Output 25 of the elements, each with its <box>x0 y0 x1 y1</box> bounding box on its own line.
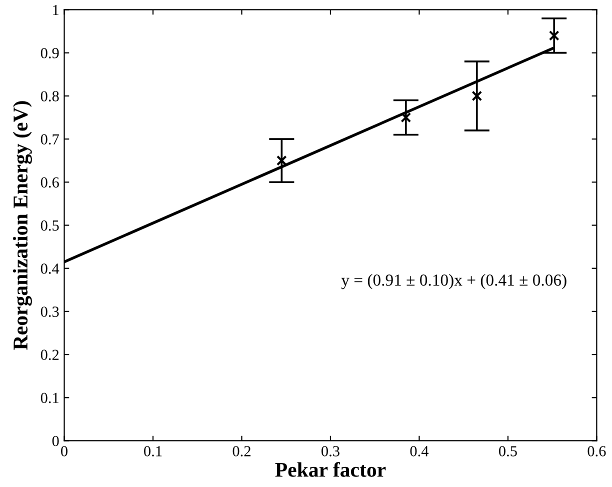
x-axis-title: Pekar factor <box>275 462 386 477</box>
point <box>472 90 482 102</box>
y-tick-label: 0.7 <box>40 134 59 145</box>
y-tick-label: 0.2 <box>40 350 59 360</box>
x-tick-label: 0.4 <box>410 446 429 456</box>
point <box>276 155 287 166</box>
x-tick-label: 0.2 <box>232 446 250 456</box>
y-axis-title: Reorganization Energy (eV) <box>12 101 32 350</box>
y-tick-label: 0.4 <box>40 263 60 274</box>
y-tick-label: 0.8 <box>40 91 59 102</box>
point <box>548 30 560 41</box>
y-tick-label: 0.3 <box>40 306 59 317</box>
point <box>400 112 412 123</box>
y-tick-label: 0.6 <box>40 177 59 188</box>
y-tick-label: 0.5 <box>40 220 59 231</box>
x-tick-label: 0 <box>61 446 68 456</box>
y-tick-label: 0.9 <box>40 48 59 58</box>
x-tick-label: 0.5 <box>498 446 517 456</box>
annotation: y = (0.91 ± 0.10)x + (0.41 ± 0.06) <box>341 274 566 290</box>
y-tick-label: 0 <box>52 436 59 446</box>
x-tick-label: 0.1 <box>144 446 162 456</box>
y-tick-label: 0.1 <box>40 392 58 404</box>
x-tick-label: 0.6 <box>588 446 606 456</box>
y-tick-label: 1 <box>53 4 58 16</box>
x-tick-label: 0.3 <box>322 446 340 456</box>
